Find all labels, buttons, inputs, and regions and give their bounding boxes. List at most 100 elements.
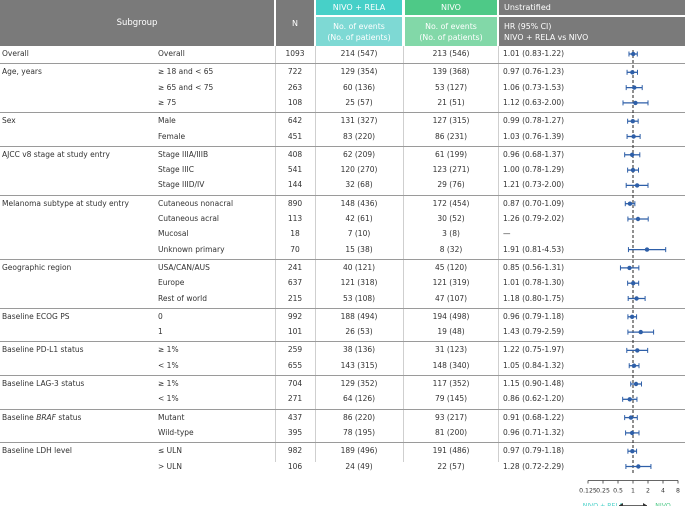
header-hr-line1: HR (95% CI): [504, 21, 552, 31]
level-label: Cutaneous acral: [158, 214, 220, 223]
events-arm-b: 45 (120): [434, 262, 468, 272]
header-arm-a: NIVO + RELA No. of events (No. of patien…: [316, 0, 402, 46]
hr-point: [630, 167, 636, 173]
subgroup-label: AJCC v8 stage at study entry: [2, 149, 110, 159]
hr-value: 1.26 (0.79-2.02): [503, 214, 565, 223]
table-row: ≥ 65 and < 75 263 60 (136) 53 (127) 1.06 (0.…: [0, 81, 685, 96]
events-arm-a: 188 (494): [340, 311, 378, 321]
table-row: < 1% 655 143 (315) 148 (340) 1.05 (0.84-1.32…: [0, 359, 685, 374]
n-value: 655: [287, 360, 303, 370]
hr-point: [633, 381, 639, 387]
hr-point: [631, 51, 636, 57]
level-label: Male: [158, 116, 176, 126]
events-arm-b: 81 (200): [434, 427, 468, 437]
table-row: Baseline LDH level ≤ ULN 982 189 (496) 191 (…: [0, 444, 685, 459]
hr-point: [631, 281, 636, 286]
events-arm-b: 172 (454): [432, 198, 470, 208]
events-arm-b: 127 (315): [432, 116, 470, 126]
hr-value: 1.01 (0.78-1.30): [503, 278, 565, 288]
level-label: 0: [158, 311, 163, 321]
hr-value: 1.12 (0.63-2.00): [503, 97, 565, 107]
header-arm-a-events: No. of events (No. of patients): [316, 17, 402, 46]
events-arm-a: 129 (352): [340, 379, 378, 388]
events-arm-b: 123 (271): [432, 165, 470, 175]
events-arm-a: 25 (57): [345, 97, 373, 107]
level-label: Unknown primary: [158, 244, 225, 254]
events-arm-b: 121 (319): [432, 278, 470, 288]
level-label: USA/CAN/AUS: [158, 262, 210, 272]
table-row: AJCC v8 stage at study entry Stage IIIA/I…: [0, 148, 685, 163]
level-label: ≥ 65 and < 75: [158, 82, 214, 92]
n-value: 722: [287, 67, 303, 77]
events-arm-b: 86 (231): [434, 131, 468, 141]
level-label: ≥ 75: [158, 97, 177, 107]
level-label: 1: [158, 327, 163, 337]
column-divider: [498, 46, 499, 462]
n-value: 704: [287, 379, 303, 388]
header-arm-a-events-line2: (No. of patients): [327, 32, 391, 42]
subgroup-label: Melanoma subtype at study entry: [2, 198, 129, 208]
n-value: 642: [287, 116, 303, 126]
level-label: Europe: [158, 278, 185, 288]
hr-point: [630, 119, 635, 124]
header-n: N: [276, 0, 314, 46]
n-value: 271: [287, 394, 303, 404]
n-value: 70: [290, 244, 300, 254]
table-row: < 1% 271 64 (126) 79 (145) 0.86 (0.62-1.20): [0, 392, 685, 407]
table-row: Overall Overall 1093 214 (547) 213 (546) 1.01…: [0, 47, 685, 62]
level-label: ≥ 1%: [158, 345, 179, 355]
events-arm-b: 8 (32): [439, 244, 463, 254]
table-row: Stage IIIC 541 120 (270) 123 (271) 1.00 (0.7…: [0, 163, 685, 178]
level-label: < 1%: [158, 394, 179, 404]
hr-value: 0.96 (0.68-1.37): [503, 149, 565, 159]
x-tick-label: 0.25: [596, 488, 610, 495]
hr-point: [631, 363, 637, 368]
table-row: Geographic region USA/CAN/AUS 241 40 (121) 4…: [0, 261, 685, 276]
hr-value: 0.86 (0.62-1.20): [503, 394, 565, 404]
group-separator: [0, 112, 685, 114]
table-row: Melanoma subtype at study entry Cutaneous…: [0, 197, 685, 212]
table-row: > ULN 106 24 (49) 22 (57) 1.28 (0.72-2.29): [0, 460, 685, 475]
events-arm-a: 86 (220): [342, 412, 376, 422]
group-separator: [0, 63, 685, 65]
level-label: Mutant: [158, 412, 185, 422]
table-row: Cutaneous acral 113 42 (61) 30 (52) 1.26 (0.…: [0, 212, 685, 227]
events-arm-a: 42 (61): [345, 214, 373, 223]
group-separator: [0, 258, 685, 260]
hr-value: —: [503, 229, 511, 239]
hr-value: 0.97 (0.79-1.18): [503, 446, 565, 456]
hr-point: [629, 152, 635, 157]
hr-value: 1.91 (0.81-4.53): [503, 244, 565, 254]
events-arm-b: 194 (498): [432, 311, 470, 321]
table-row: Mucosal 18 7 (10) 3 (8) —: [0, 227, 685, 242]
events-arm-a: 143 (315): [340, 360, 378, 370]
x-tick-label: 0.125: [579, 488, 597, 495]
header-hr: Unstratified HR (95% CI) NIVO + RELA vs …: [499, 0, 685, 46]
events-arm-b: 139 (368): [432, 67, 470, 77]
subgroup-label: Baseline PD-L1 status: [2, 345, 84, 355]
subgroup-label: Age, years: [2, 67, 42, 77]
events-arm-b: 61 (199): [434, 149, 468, 159]
hr-value: 0.99 (0.78-1.27): [503, 116, 565, 126]
group-separator: [0, 307, 685, 309]
n-value: 106: [287, 461, 303, 471]
header-hr-line2: NIVO + RELA vs NIVO: [504, 32, 589, 42]
column-divider: [315, 46, 316, 462]
subgroup-label: Baseline BRAF status: [2, 412, 82, 422]
events-arm-b: 53 (127): [434, 82, 468, 92]
hr-value: 1.18 (0.80-1.75): [503, 293, 565, 303]
table-row: Baseline BRAF status Mutant 437 86 (220) 93 …: [0, 411, 685, 426]
events-arm-b: 47 (107): [434, 293, 468, 303]
hr-point: [628, 415, 634, 420]
favors-arrow-right-head: [643, 503, 647, 506]
level-label: Female: [158, 131, 186, 141]
header-arm-a-events-line1: No. of events: [333, 21, 385, 31]
n-value: 263: [287, 82, 303, 92]
subgroup-label: Baseline LDH level: [2, 446, 72, 456]
events-arm-b: 19 (48): [437, 327, 465, 337]
events-arm-a: 62 (209): [342, 149, 376, 159]
hr-value: 1.28 (0.72-2.29): [503, 461, 565, 471]
events-arm-b: 148 (340): [432, 360, 470, 370]
header-arm-b-events-line1: No. of events: [425, 21, 477, 31]
events-arm-b: 22 (57): [437, 461, 465, 471]
